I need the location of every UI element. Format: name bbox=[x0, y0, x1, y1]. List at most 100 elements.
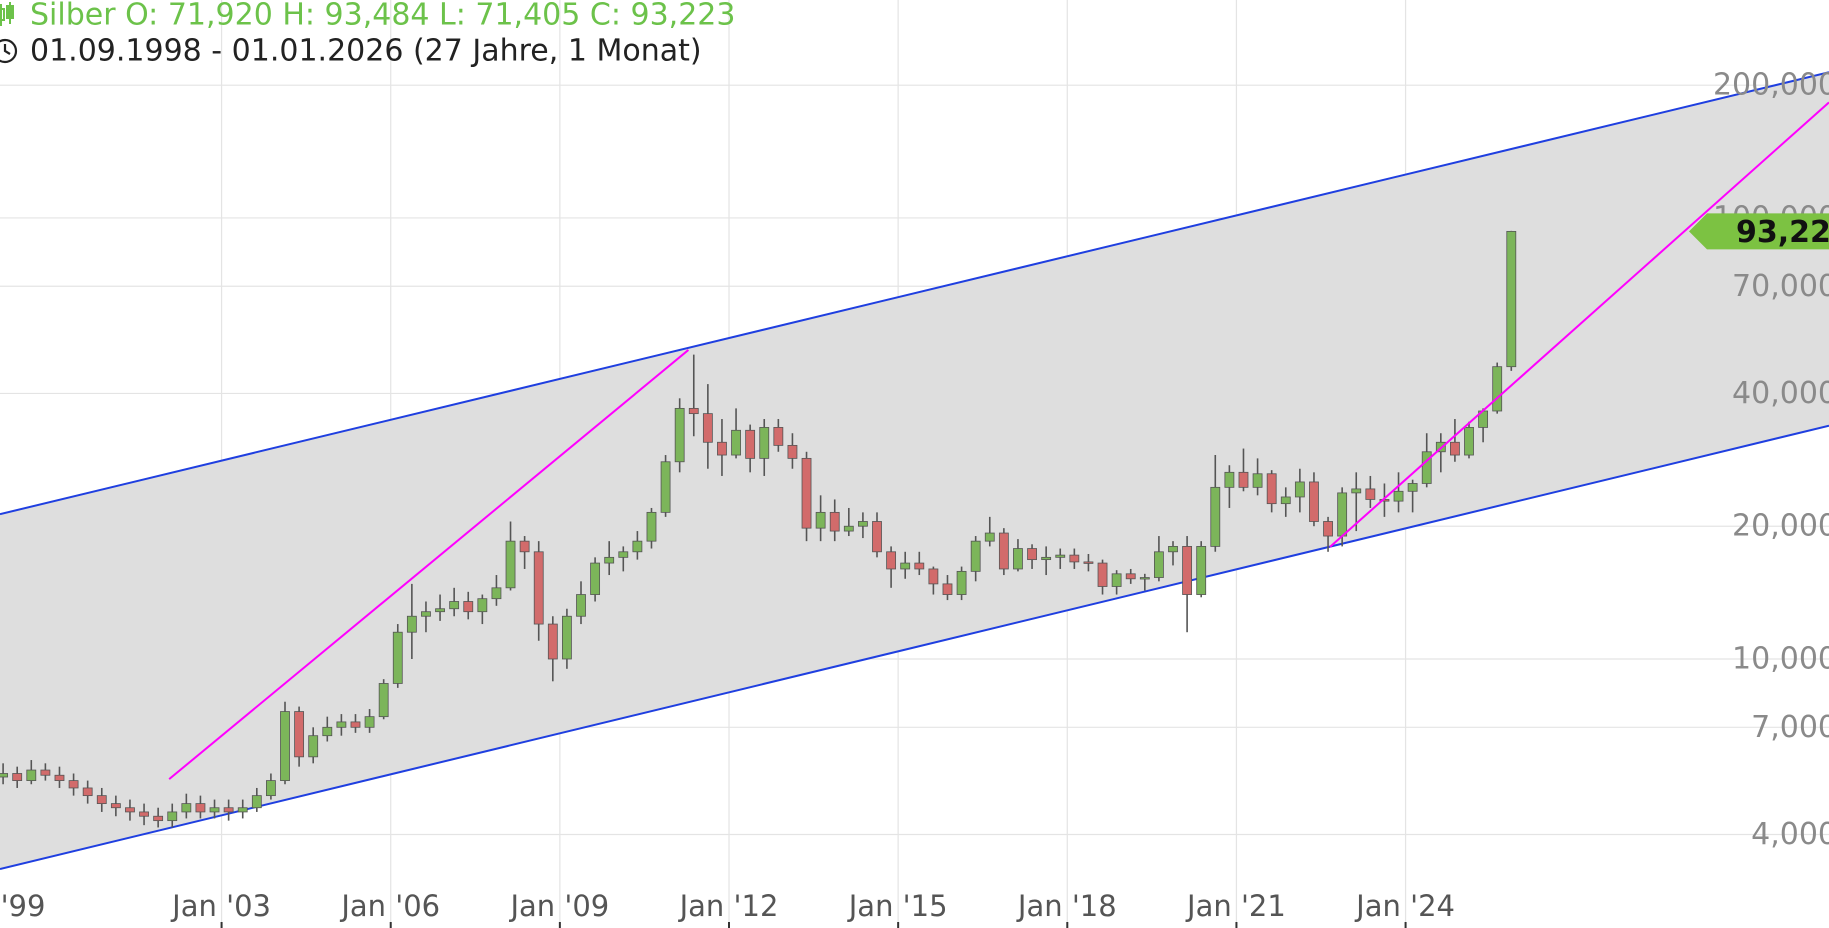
candle-body bbox=[1224, 471, 1235, 488]
candle-body bbox=[449, 601, 460, 610]
candle-body bbox=[1407, 483, 1418, 492]
candle-body bbox=[378, 683, 389, 718]
candle-body bbox=[463, 601, 474, 613]
candle-body bbox=[1139, 577, 1150, 580]
candle-body bbox=[195, 803, 206, 813]
candle-body bbox=[731, 429, 741, 456]
candle-body bbox=[280, 711, 290, 781]
trendline bbox=[168, 349, 690, 780]
candle-body bbox=[1252, 473, 1263, 488]
candle-icon bbox=[0, 2, 14, 26]
candle-body bbox=[1492, 366, 1503, 412]
candle-body bbox=[12, 773, 23, 781]
candle-body bbox=[773, 427, 784, 446]
candle-body bbox=[956, 570, 967, 595]
channel-line bbox=[0, 71, 1829, 516]
label-layer: 4,0007,00010,00020,00040,00070,000100,00… bbox=[0, 68, 1829, 928]
candle-body bbox=[435, 608, 445, 613]
candle-body bbox=[1280, 496, 1291, 505]
candle-body bbox=[491, 587, 502, 600]
candle-body bbox=[336, 721, 347, 728]
candle-body bbox=[900, 562, 911, 570]
x-tick-label: Jan '21 bbox=[1185, 889, 1286, 923]
candle-body bbox=[153, 815, 164, 822]
candle-body bbox=[209, 807, 220, 813]
candle-body bbox=[886, 551, 897, 570]
candle-body bbox=[1168, 546, 1178, 553]
candle-body bbox=[223, 807, 234, 813]
y-tick-label: 10,000 bbox=[1732, 641, 1829, 676]
candle-body bbox=[406, 615, 417, 633]
x-tick-label: Jan '12 bbox=[678, 889, 779, 923]
candle-body bbox=[674, 407, 685, 463]
candle-body bbox=[392, 631, 403, 684]
candle-body bbox=[928, 568, 939, 585]
candle-body bbox=[266, 780, 276, 797]
candle-body bbox=[181, 803, 192, 813]
candle-body bbox=[1041, 556, 1052, 561]
x-tick-label: Jan '06 bbox=[339, 889, 440, 923]
candle-body bbox=[688, 407, 699, 415]
candle-body bbox=[40, 769, 51, 776]
candle-body bbox=[1323, 521, 1333, 537]
candle-body bbox=[1421, 451, 1432, 484]
y-tick-label: 20,000 bbox=[1732, 509, 1829, 544]
candle-body bbox=[308, 735, 319, 758]
candle-body bbox=[167, 811, 178, 822]
header: Silber O: 71,920 H: 93,484 L: 71,405 C: … bbox=[0, 0, 735, 69]
candle-body bbox=[914, 562, 925, 570]
candle-body bbox=[998, 532, 1009, 570]
candle-body bbox=[576, 594, 586, 617]
candle-body bbox=[1309, 481, 1319, 522]
candle-body bbox=[1083, 561, 1094, 564]
candle-body bbox=[702, 413, 713, 443]
channel-layer bbox=[0, 71, 1829, 871]
candle-body bbox=[364, 716, 375, 728]
candle-body bbox=[96, 795, 107, 805]
candle-body bbox=[604, 556, 615, 564]
x-tick-label: Jan '24 bbox=[1354, 889, 1455, 923]
candle-body bbox=[1069, 554, 1080, 563]
candle-body bbox=[1125, 573, 1136, 580]
candle-body bbox=[519, 540, 530, 553]
candle-body bbox=[829, 511, 840, 532]
candle-body bbox=[547, 623, 558, 660]
candle-body bbox=[294, 711, 305, 758]
candle-body bbox=[237, 807, 248, 813]
x-tick-label: Jan '15 bbox=[847, 889, 948, 923]
trendline-layer bbox=[168, 101, 1829, 780]
x-tick-label: Jan '09 bbox=[508, 889, 609, 923]
x-tick-label: Jan '03 bbox=[170, 889, 271, 923]
candle-body bbox=[1027, 548, 1037, 561]
candle-body bbox=[1055, 554, 1066, 558]
candle-body bbox=[1464, 427, 1474, 456]
y-tick-label: 200,000 bbox=[1713, 68, 1829, 103]
candle-body bbox=[858, 521, 868, 527]
candle-body bbox=[1013, 548, 1023, 570]
trendline bbox=[1329, 101, 1829, 548]
candle-body bbox=[1210, 486, 1221, 547]
candle-body bbox=[322, 726, 333, 737]
candle-body bbox=[1097, 562, 1108, 587]
candle-body bbox=[0, 773, 9, 778]
candle-body bbox=[590, 562, 601, 595]
candle-body bbox=[1337, 492, 1348, 537]
y-tick-label: 7,000 bbox=[1751, 710, 1829, 745]
candle-body bbox=[632, 540, 643, 553]
candle-body bbox=[843, 525, 854, 532]
y-tick-label: 70,000 bbox=[1732, 269, 1829, 304]
candle-body bbox=[618, 551, 629, 558]
candle-body bbox=[759, 427, 770, 459]
candle-body bbox=[421, 611, 431, 617]
candle-body bbox=[54, 774, 65, 781]
candle-body bbox=[139, 811, 149, 817]
candle-body bbox=[984, 532, 995, 542]
candle-body bbox=[1294, 481, 1305, 498]
candle-body bbox=[970, 540, 981, 572]
candle-body bbox=[251, 795, 262, 809]
candle-body bbox=[1365, 488, 1376, 500]
candle-body bbox=[1111, 573, 1122, 587]
candle-body bbox=[82, 787, 93, 797]
